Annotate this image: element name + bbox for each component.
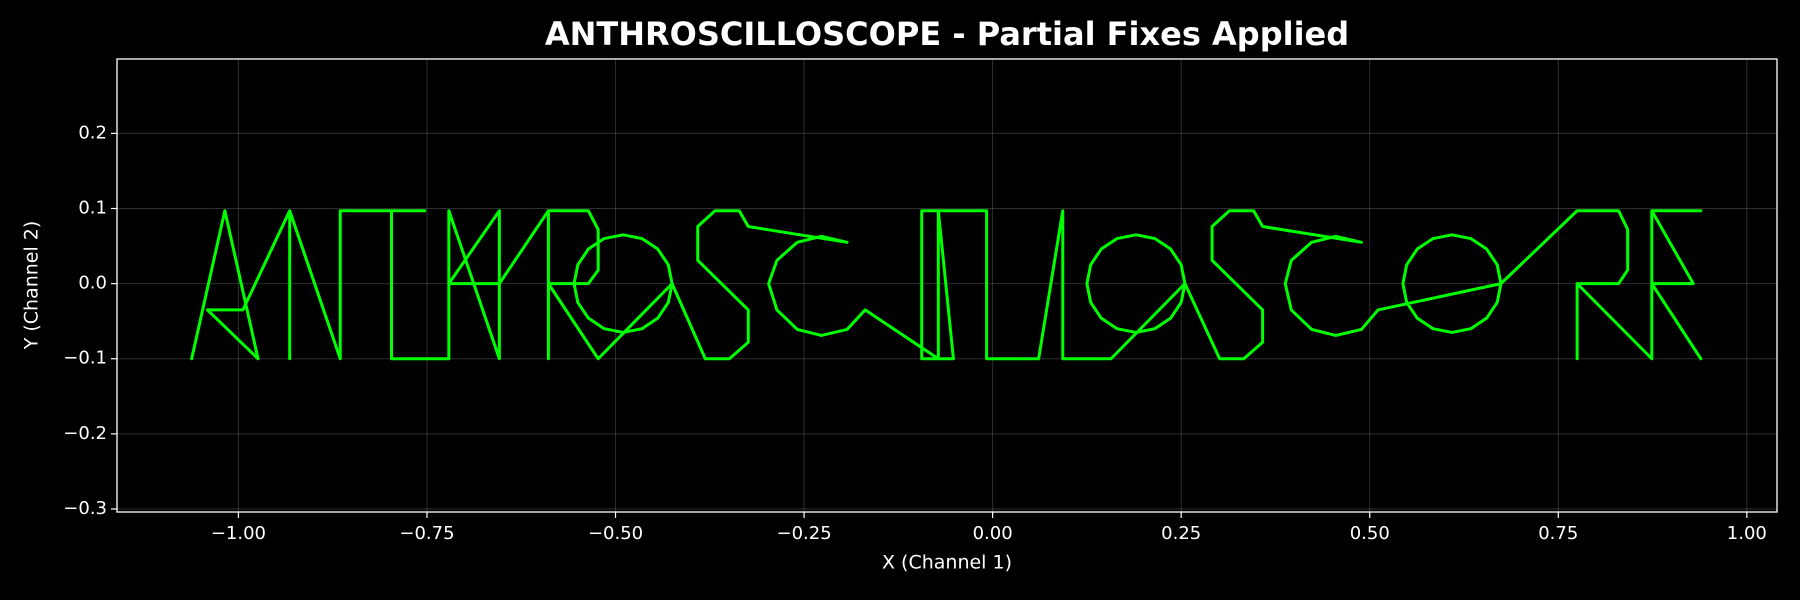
x-axis-label: X (Channel 1) [882, 552, 1012, 574]
x-tick-label: 0.50 [1350, 523, 1390, 544]
x-tick-label: 0.00 [973, 523, 1013, 544]
y-tick-label: 0.2 [78, 122, 107, 143]
y-tick-label: −0.1 [63, 348, 107, 369]
trace-line [190, 209, 1703, 361]
y-tick-label: −0.2 [63, 423, 107, 444]
x-tick-label: 1.00 [1727, 523, 1767, 544]
chart-title: ANTHROSCILLOSCOPE - Partial Fixes Applie… [545, 15, 1349, 53]
y-tick-label: 0.0 [78, 273, 107, 294]
plot-frame [116, 58, 1778, 513]
x-tick-label: −0.50 [588, 523, 643, 544]
x-tick-label: −0.75 [399, 523, 454, 544]
y-tick-label: −0.3 [63, 498, 107, 519]
x-tick-label: 0.25 [1161, 523, 1201, 544]
y-axis-label: Y (Channel 2) [21, 221, 43, 351]
x-tick-label: −0.25 [776, 523, 831, 544]
x-tick-label: −1.00 [211, 523, 266, 544]
y-tick-label: 0.1 [78, 197, 107, 218]
x-tick-label: 0.75 [1538, 523, 1578, 544]
